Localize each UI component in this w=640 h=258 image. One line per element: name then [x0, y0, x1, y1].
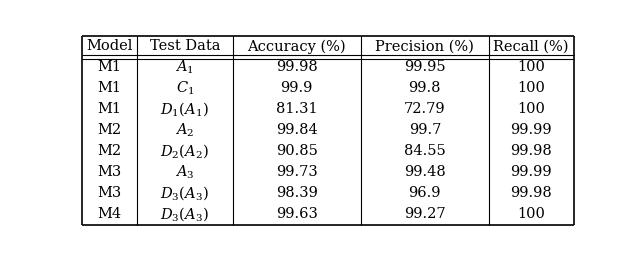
Text: 99.63: 99.63	[276, 207, 317, 221]
Text: 99.73: 99.73	[276, 165, 317, 179]
Text: Precision (%): Precision (%)	[376, 39, 474, 53]
Text: 99.8: 99.8	[408, 81, 441, 95]
Text: 99.95: 99.95	[404, 60, 445, 74]
Text: 99.99: 99.99	[511, 123, 552, 137]
Text: $A_2$: $A_2$	[175, 122, 195, 139]
Text: $A_3$: $A_3$	[175, 164, 195, 181]
Text: 90.85: 90.85	[276, 144, 317, 158]
Text: 100: 100	[517, 81, 545, 95]
Text: 99.98: 99.98	[276, 60, 317, 74]
Text: M3: M3	[98, 186, 122, 200]
Text: 100: 100	[517, 207, 545, 221]
Text: 99.84: 99.84	[276, 123, 317, 137]
Text: 99.9: 99.9	[280, 81, 313, 95]
Text: Test Data: Test Data	[150, 39, 220, 53]
Text: Recall (%): Recall (%)	[493, 39, 569, 53]
Text: 99.27: 99.27	[404, 207, 445, 221]
Text: $D_2(A_2)$: $D_2(A_2)$	[161, 142, 209, 160]
Text: 98.39: 98.39	[276, 186, 317, 200]
Text: $D_1(A_1)$: $D_1(A_1)$	[161, 100, 209, 118]
Text: M1: M1	[98, 102, 122, 116]
Text: $C_1$: $C_1$	[175, 80, 194, 97]
Text: 84.55: 84.55	[404, 144, 445, 158]
Text: M1: M1	[98, 60, 122, 74]
Text: 99.98: 99.98	[510, 186, 552, 200]
Text: 99.7: 99.7	[409, 123, 441, 137]
Text: $D_3(A_3)$: $D_3(A_3)$	[161, 184, 209, 202]
Text: $A_1$: $A_1$	[175, 59, 194, 76]
Text: 99.98: 99.98	[510, 144, 552, 158]
Text: M4: M4	[98, 207, 122, 221]
Text: M2: M2	[98, 123, 122, 137]
Text: M3: M3	[98, 165, 122, 179]
Text: 72.79: 72.79	[404, 102, 445, 116]
Text: 96.9: 96.9	[408, 186, 441, 200]
Text: 81.31: 81.31	[276, 102, 317, 116]
Text: 99.99: 99.99	[511, 165, 552, 179]
Text: $D_3(A_3)$: $D_3(A_3)$	[161, 205, 209, 223]
Text: M1: M1	[98, 81, 122, 95]
Text: M2: M2	[98, 144, 122, 158]
Text: 100: 100	[517, 60, 545, 74]
Text: 99.48: 99.48	[404, 165, 445, 179]
Text: Accuracy (%): Accuracy (%)	[247, 39, 346, 54]
Text: 100: 100	[517, 102, 545, 116]
Text: Model: Model	[86, 39, 133, 53]
